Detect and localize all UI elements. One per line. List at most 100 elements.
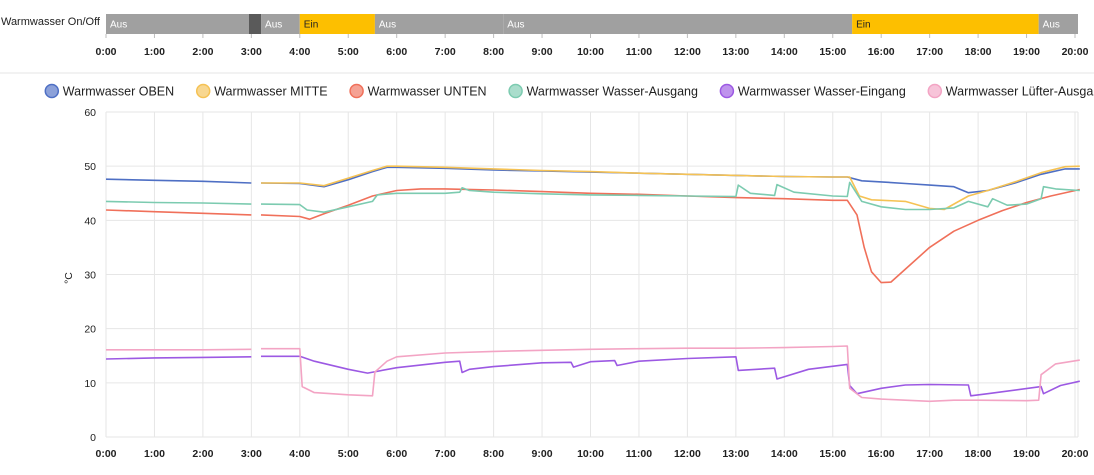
x-tick-label: 0:00 bbox=[95, 448, 116, 460]
x-tick-label: 15:00 bbox=[819, 448, 846, 460]
x-tick-label: 1:00 bbox=[144, 448, 165, 460]
legend-label: Warmwasser Lüfter-Ausgang bbox=[946, 85, 1094, 99]
timeline-tick-label: 9:00 bbox=[532, 46, 553, 58]
legend-swatch bbox=[44, 83, 60, 99]
timeline-segment-2 bbox=[261, 14, 300, 34]
x-tick-label: 7:00 bbox=[435, 448, 456, 460]
x-tick-label: 10:00 bbox=[577, 448, 604, 460]
legend-swatch bbox=[719, 83, 735, 99]
timeline-segment-label: Aus bbox=[379, 20, 396, 31]
timeline-segment-label: Ein bbox=[856, 20, 870, 31]
timeline-x-ticks: 0:00 1:00 2:00 3:00 4:00 5:00 6:00 7:00 8:00 9:00… bbox=[95, 34, 1089, 58]
x-tick-label: 2:00 bbox=[192, 448, 213, 460]
timeline-tick-label: 5:00 bbox=[338, 46, 359, 58]
legend-item: Warmwasser OBEN bbox=[44, 83, 174, 99]
timeline-tick-label: 7:00 bbox=[435, 46, 456, 58]
x-tick-label: 5:00 bbox=[338, 448, 359, 460]
timeline-segment-3 bbox=[299, 14, 375, 34]
x-tick-label: 14:00 bbox=[771, 448, 798, 460]
timeline-tick-label: 20:00 bbox=[1062, 46, 1089, 58]
series-line bbox=[106, 345, 1080, 403]
x-tick-label: 4:00 bbox=[289, 448, 310, 460]
timeline-tick-label: 16:00 bbox=[868, 46, 895, 58]
x-tick-label: 8:00 bbox=[483, 448, 504, 460]
legend-label: Warmwasser MITTE bbox=[214, 85, 327, 99]
legend-swatch bbox=[195, 83, 211, 99]
legend: Warmwasser OBEN Warmwasser MITTE Warmwasse… bbox=[44, 83, 1094, 99]
timeline-segment-label: Aus bbox=[110, 20, 127, 31]
legend-item: Warmwasser UNTEN bbox=[349, 83, 487, 99]
legend-item: Warmwasser Wasser-Eingang bbox=[719, 83, 906, 99]
timeline-segment-label: Ein bbox=[304, 20, 318, 31]
timeline-segment-4 bbox=[374, 14, 504, 34]
legend-label: Warmwasser OBEN bbox=[63, 85, 174, 99]
x-tick-label: 12:00 bbox=[674, 448, 701, 460]
y-tick-label: 20 bbox=[84, 324, 96, 336]
timeline-tick-label: 6:00 bbox=[386, 46, 407, 58]
x-tick-label: 17:00 bbox=[916, 448, 943, 460]
timeline-segment-7 bbox=[1038, 14, 1078, 34]
legend-label: Warmwasser Wasser-Ausgang bbox=[527, 85, 698, 99]
x-tick-label: 13:00 bbox=[722, 448, 749, 460]
timeline-tick-label: 13:00 bbox=[722, 46, 749, 58]
y-axis-ticks: 0 10 20 30 40 50 60 bbox=[84, 107, 96, 444]
onoff-timeline: Warmwasser On/Off Aus Aus Ein Aus Aus Ein Aus … bbox=[1, 14, 1089, 58]
legend-label: Warmwasser UNTEN bbox=[368, 85, 487, 99]
timeline-tick-label: 2:00 bbox=[192, 46, 213, 58]
x-tick-label: 6:00 bbox=[386, 448, 407, 460]
x-tick-label: 16:00 bbox=[868, 448, 895, 460]
timeline-segment-6 bbox=[852, 14, 1039, 34]
timeline-tick-label: 18:00 bbox=[965, 46, 992, 58]
timeline-tick-label: 19:00 bbox=[1013, 46, 1040, 58]
y-tick-label: 10 bbox=[84, 378, 96, 390]
legend-item: Warmwasser MITTE bbox=[195, 83, 328, 99]
timeline-tick-label: 1:00 bbox=[144, 46, 165, 58]
series-line bbox=[105, 181, 1080, 213]
x-tick-label: 9:00 bbox=[532, 448, 553, 460]
x-tick-label: 18:00 bbox=[965, 448, 992, 460]
legend-swatch bbox=[349, 83, 364, 99]
timeline-segment-label: Aus bbox=[507, 20, 524, 31]
legend-swatch bbox=[508, 83, 523, 99]
timeline-segment-1 bbox=[248, 14, 262, 34]
timeline-tick-label: 14:00 bbox=[771, 46, 798, 58]
timeline-segment-5 bbox=[503, 14, 853, 34]
series-line bbox=[105, 188, 1080, 284]
y-axis-label: °C bbox=[63, 272, 75, 284]
x-axis-ticks: 0:00 1:00 2:00 3:00 4:00 5:00 6:00 7:00 8:00 9:00… bbox=[95, 448, 1088, 460]
timeline-label: Warmwasser On/Off bbox=[1, 16, 101, 28]
y-tick-label: 30 bbox=[84, 270, 96, 282]
timeline-segment-0 bbox=[106, 14, 249, 34]
legend-item: Warmwasser Lüfter-Ausgang bbox=[927, 83, 1094, 99]
grid bbox=[105, 111, 1079, 438]
timeline-tick-label: 4:00 bbox=[289, 46, 310, 58]
legend-swatch bbox=[927, 83, 943, 99]
timeline-tick-label: 17:00 bbox=[916, 46, 943, 58]
legend-item: Warmwasser Wasser-Ausgang bbox=[508, 83, 698, 99]
timeline-tick-label: 10:00 bbox=[577, 46, 604, 58]
x-tick-label: 19:00 bbox=[1013, 448, 1040, 460]
x-tick-label: 11:00 bbox=[626, 448, 652, 460]
timeline-tick-label: 3:00 bbox=[241, 46, 262, 58]
timeline-segment-label: Aus bbox=[1043, 20, 1060, 31]
timeline-tick-label: 11:00 bbox=[626, 46, 652, 58]
y-tick-label: 40 bbox=[84, 215, 96, 227]
timeline-segment-label: Aus bbox=[265, 20, 282, 31]
series-line bbox=[105, 355, 1080, 397]
x-tick-label: 20:00 bbox=[1062, 448, 1089, 460]
x-tick-label: 3:00 bbox=[241, 448, 262, 460]
timeline-segments: Aus Aus Ein Aus Aus Ein Aus bbox=[106, 14, 1078, 34]
timeline-tick-label: 0:00 bbox=[95, 46, 116, 58]
y-tick-label: 60 bbox=[84, 107, 96, 119]
y-tick-label: 50 bbox=[84, 161, 96, 173]
legend-label: Warmwasser Wasser-Eingang bbox=[738, 85, 906, 99]
timeline-tick-label: 12:00 bbox=[674, 46, 701, 58]
temperature-line-chart: 0 10 20 30 40 50 60 °C 0:00 1:00 2:00 3:00 4:00 5:0… bbox=[63, 107, 1089, 460]
series-line bbox=[261, 165, 1080, 211]
series-lines bbox=[105, 165, 1080, 403]
timeline-tick-label: 8:00 bbox=[483, 46, 504, 58]
timeline-tick-label: 15:00 bbox=[819, 46, 846, 58]
y-tick-label: 0 bbox=[90, 432, 96, 444]
